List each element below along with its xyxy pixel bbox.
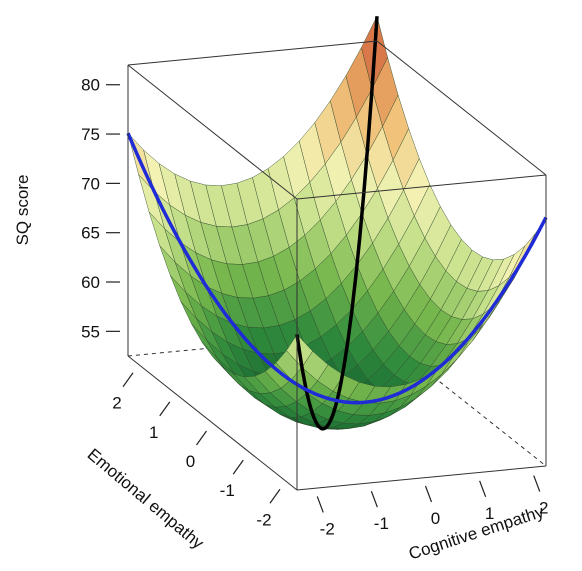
z-tick-label: 65 — [81, 224, 100, 243]
z-tick-label: 75 — [81, 125, 100, 144]
z-tick-label: 80 — [81, 76, 100, 95]
z-tick-label: 70 — [81, 174, 100, 193]
box-edge — [296, 465, 547, 491]
y-tick-mark — [122, 372, 134, 388]
blue-curve — [126, 132, 548, 405]
z-tick-label: 60 — [81, 273, 100, 292]
y-tick-label: -1 — [220, 481, 235, 500]
box-edge — [376, 40, 547, 176]
x-axis-title: Cognitive empathy — [406, 502, 546, 564]
response-surface — [127, 15, 547, 430]
y-tick-label: 2 — [112, 394, 121, 413]
box-edge — [127, 355, 298, 491]
x-tick-label: -2 — [320, 519, 335, 538]
highlight-curves — [126, 16, 548, 431]
axis-ticks: 55 60 65 70 75 80 -2 -1 0 1 2 -2 -1 0 1 2 — [81, 76, 548, 539]
box-edge — [296, 174, 547, 200]
x-tick-mark — [316, 496, 324, 513]
front-box-edges — [127, 40, 547, 491]
y-tick-label: 1 — [149, 423, 158, 442]
x-tick-label: 0 — [431, 509, 440, 528]
x-tick-mark — [533, 475, 541, 492]
y-tick-label: 0 — [186, 452, 195, 471]
x-tick-mark — [479, 480, 487, 497]
y-tick-mark — [159, 401, 171, 417]
y-tick-mark — [232, 459, 244, 475]
x-tick-mark — [370, 491, 378, 508]
y-tick-mark — [269, 488, 281, 504]
y-tick-label: -2 — [256, 510, 271, 529]
y-tick-mark — [196, 430, 207, 446]
x-tick-label: 2 — [539, 499, 548, 518]
z-tick-label: 55 — [81, 322, 100, 341]
box-edge — [127, 40, 378, 66]
box-edge — [127, 64, 298, 200]
x-tick-label: -1 — [374, 514, 389, 533]
z-axis-title: SQ score — [13, 175, 32, 246]
x-tick-label: 1 — [485, 504, 494, 523]
x-tick-mark — [424, 485, 433, 503]
